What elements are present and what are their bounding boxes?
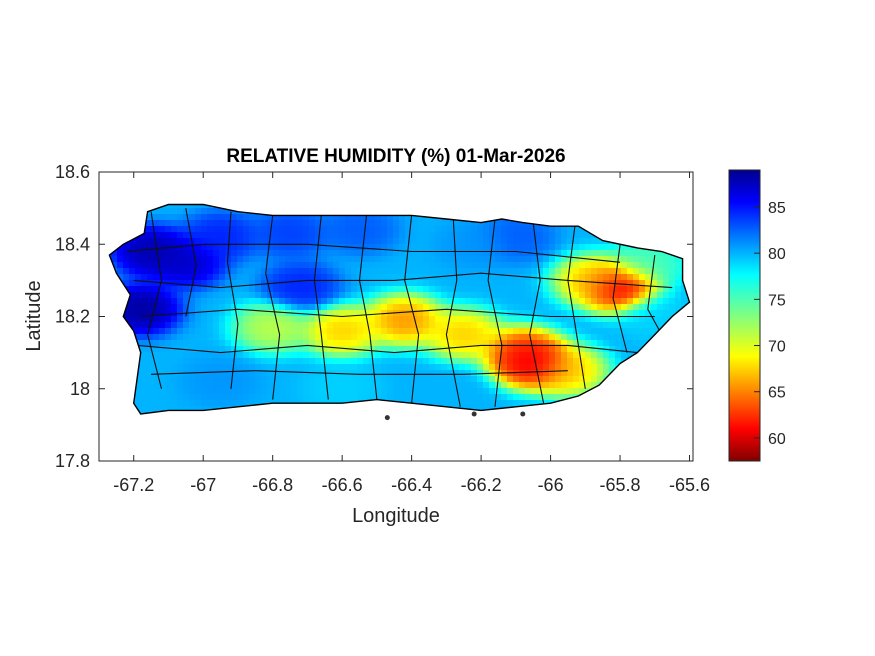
x-tick-label: -67.2 <box>113 475 154 495</box>
islets <box>384 411 526 421</box>
colorbar-tick-label: 60 <box>768 431 786 448</box>
islet <box>471 411 477 417</box>
colorbar: 85 80 75 70 65 60 <box>728 169 786 462</box>
islet <box>384 415 390 421</box>
colorbar-tick-label: 65 <box>768 385 786 402</box>
x-tick-label: -65.8 <box>600 475 641 495</box>
municipality-boundary <box>151 370 568 375</box>
colorbar-tick-label: 75 <box>768 292 786 309</box>
map-title: RELATIVE HUMIDITY (%) 01-Mar-2026 <box>226 146 565 167</box>
colorbar-ticks: 85 80 75 70 65 60 <box>754 200 786 448</box>
municipality-boundary <box>226 211 239 389</box>
x-tick-label: -66 <box>538 475 564 495</box>
municipality-boundary <box>147 211 163 389</box>
colorbar-tick-label: 80 <box>768 246 786 263</box>
x-tick-label: -67 <box>190 475 216 495</box>
islet <box>520 411 526 417</box>
municipality-boundary <box>126 243 621 263</box>
colorbar-tick-label: 85 <box>768 200 786 217</box>
y-tick-label: 18.6 <box>55 162 90 182</box>
x-tick-label: -66.2 <box>461 475 502 495</box>
y-tick-label: 18.2 <box>55 307 90 327</box>
municipality-boundary <box>313 215 329 400</box>
colorbar-gradient <box>728 169 761 462</box>
y-axis: 18.6 18.4 18.2 18 17.8 <box>55 162 693 471</box>
municipality-boundary <box>140 308 655 318</box>
x-tick-label: -66.4 <box>391 475 432 495</box>
municipality-boundary <box>185 208 197 317</box>
municipality-boundary <box>529 222 545 404</box>
municipality-boundary <box>404 215 420 404</box>
y-axis-label: Latitude <box>23 280 45 351</box>
municipality-boundary <box>445 218 461 407</box>
plot-area: -67.2 -67 -66.8 -66.6 -66.4 -66.2 -66 -65.8 -65.… <box>55 162 710 495</box>
colorbar-tick-label: 70 <box>768 339 786 356</box>
y-tick-label: 18.4 <box>55 234 90 254</box>
x-axis-label: Longitude <box>352 505 440 527</box>
y-tick-label: 17.8 <box>55 451 90 471</box>
x-tick-label: -65.6 <box>669 475 710 495</box>
municipality-boundaries <box>126 208 673 407</box>
x-axis: -67.2 -67 -66.8 -66.6 -66.4 -66.2 -66 -65.8 -65.… <box>113 172 710 495</box>
x-tick-label: -66.6 <box>322 475 363 495</box>
municipality-boundary <box>137 344 638 354</box>
x-tick-label: -66.8 <box>252 475 293 495</box>
island-outline <box>108 203 691 415</box>
municipality-boundary <box>567 226 586 389</box>
y-tick-label: 18 <box>70 379 90 399</box>
municipality-boundary <box>133 272 673 289</box>
municipality-boundary <box>647 255 663 335</box>
